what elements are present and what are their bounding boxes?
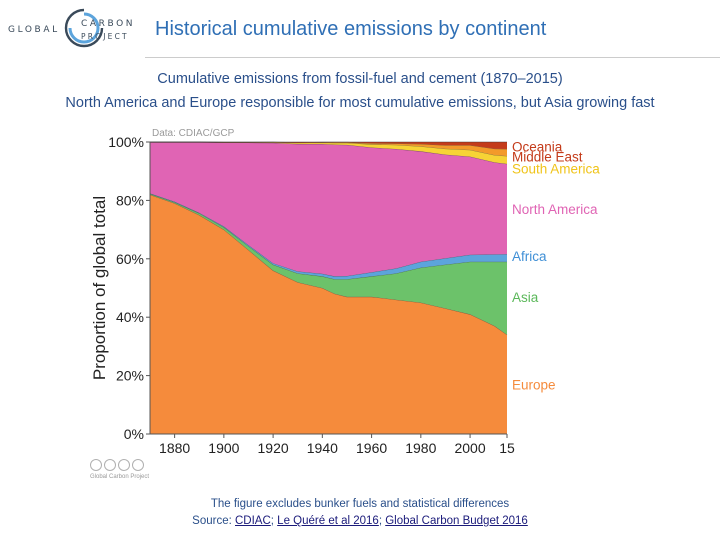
area-middle-east [150, 142, 507, 156]
y-tick-label: 60% [116, 251, 144, 267]
x-tick-label: 1980 [405, 440, 436, 456]
y-tick-label: 80% [116, 192, 144, 208]
footer-source: Source: CDIAC; Le Quéré et al 2016; Glob… [0, 515, 720, 527]
y-tick-label: 100% [108, 134, 144, 150]
x-tick-label: 1940 [307, 440, 338, 456]
legend-oceania: Oceania [512, 139, 563, 154]
creative-commons-icon [90, 459, 144, 471]
x-tick-label: 1960 [356, 440, 387, 456]
legend-north-america: North America [512, 202, 598, 217]
area-asia [150, 193, 507, 335]
x-tick-label: 1880 [159, 440, 190, 456]
source-prefix: Source: [192, 515, 235, 527]
subtitle-line-1: Cumulative emissions from fossil-fuel an… [157, 71, 563, 87]
source-sep-1: ; [270, 515, 278, 527]
global-carbon-project-logo: GLOBAL CARBON PROJECT [6, 6, 136, 50]
title-divider [145, 57, 720, 58]
x-tick-label: 1920 [258, 440, 289, 456]
source-link-budget[interactable]: Global Carbon Budget 2016 [385, 515, 528, 527]
footer-note: The figure excludes bunker fuels and sta… [210, 498, 510, 510]
legend-south-america: South America [512, 161, 600, 176]
area-north-america [150, 142, 507, 277]
source-link-le-quere[interactable]: Le Quéré et al 2016 [277, 515, 379, 527]
source-link-cdiac[interactable]: CDIAC [235, 515, 271, 527]
data-source-label: Data: CDIAC/GCP [152, 128, 235, 139]
subtitle-line-2: North America and Europe responsible for… [65, 95, 655, 111]
x-tick-label: 2000 [454, 440, 485, 456]
credit-text: Global Carbon Project [90, 474, 150, 480]
logo-ring-icon [64, 8, 104, 48]
y-tick-label: 40% [116, 309, 144, 325]
area-oceania [150, 142, 507, 149]
legend-middle-east: Middle East [512, 150, 583, 165]
y-tick-label: 0% [124, 426, 144, 442]
logo-word-carbon: CARBON [81, 19, 136, 29]
x-tick-label: 15 [499, 440, 515, 456]
y-axis-label: Proportion of global total [90, 196, 109, 380]
area-europe [150, 194, 507, 434]
x-tick-label: 1900 [208, 440, 239, 456]
legend-asia: Asia [512, 290, 539, 305]
source-sep-2: ; [378, 515, 386, 527]
area-south-america [150, 142, 507, 164]
logo-word-global: GLOBAL [8, 25, 60, 35]
legend-europe: Europe [512, 377, 556, 392]
y-tick-label: 20% [116, 368, 144, 384]
page-title: Historical cumulative emissions by conti… [155, 18, 547, 40]
logo-word-project: PROJECT [81, 32, 129, 41]
legend-africa: Africa [512, 249, 547, 264]
